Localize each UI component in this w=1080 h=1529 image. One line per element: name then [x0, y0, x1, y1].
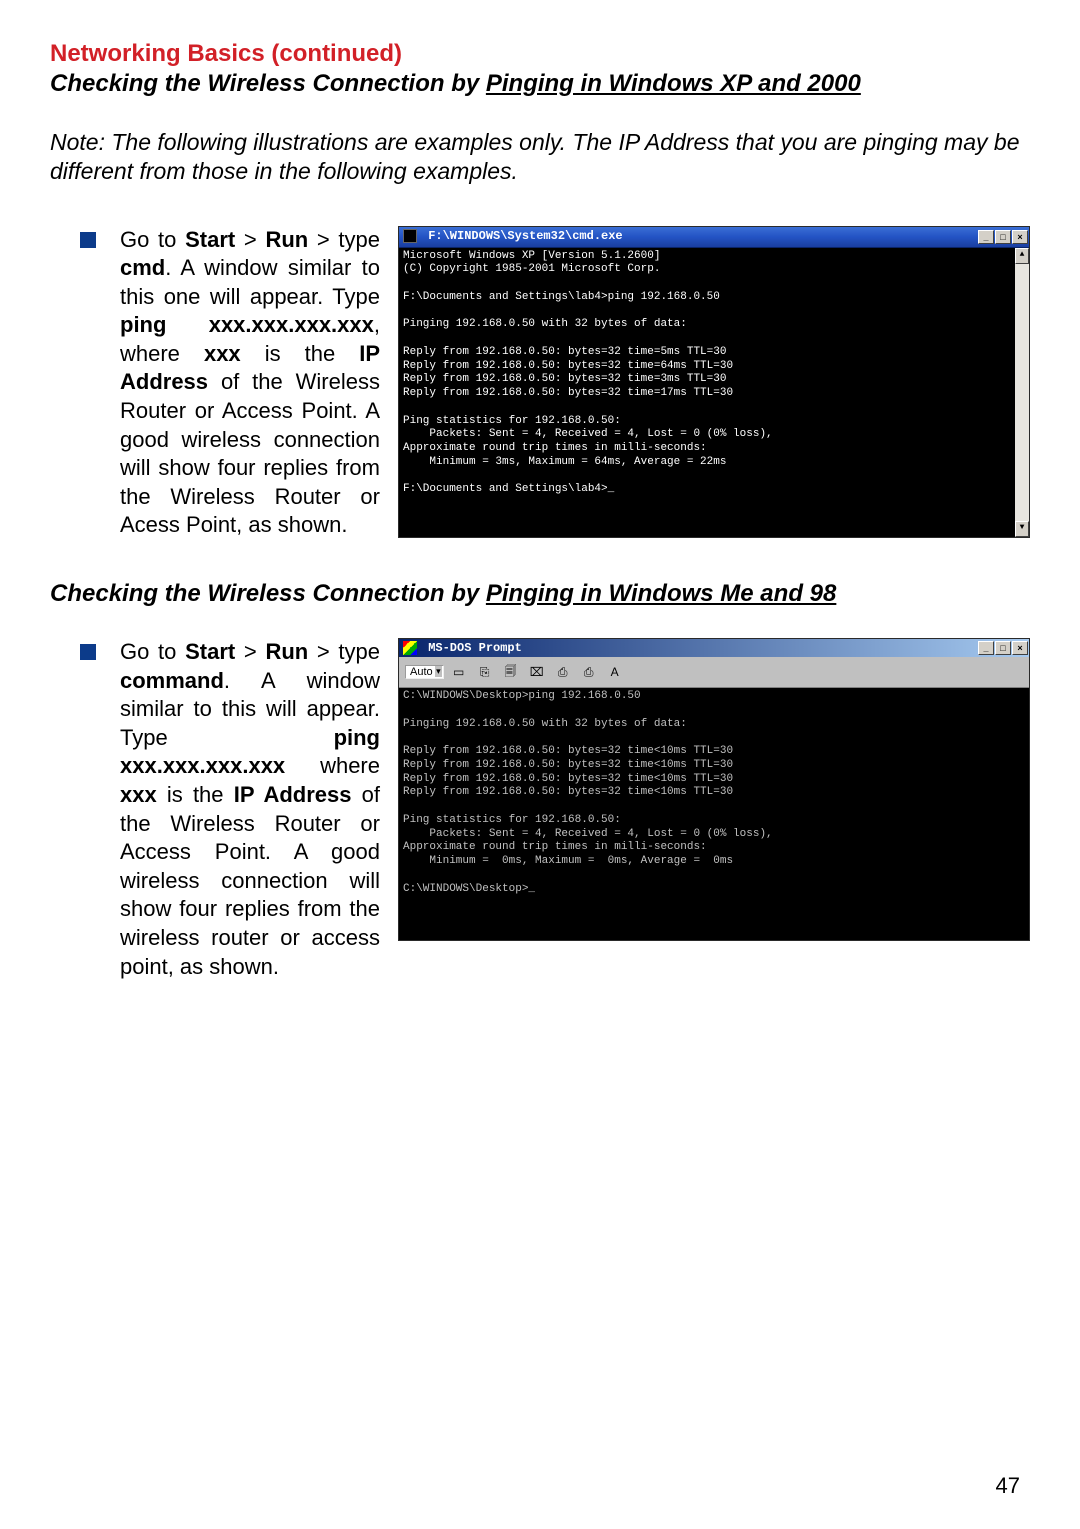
t: of the Wireless Router or Access Point. … [120, 369, 380, 537]
window-buttons: _ □ × [977, 640, 1029, 656]
cmd-window-xp: F:\WINDOWS\System32\cmd.exe _ □ × Micros… [398, 226, 1030, 539]
t: > [235, 639, 265, 664]
scroll-track[interactable] [1015, 264, 1029, 522]
msdos-icon [403, 641, 417, 655]
bullet-text-me: Go to Start > Run > type command. A wind… [120, 638, 380, 981]
font-size-dropdown[interactable]: Auto [405, 665, 444, 679]
titlebar-xp[interactable]: F:\WINDOWS\System32\cmd.exe _ □ × [399, 227, 1029, 248]
scroll-up-icon[interactable]: ▲ [1015, 248, 1029, 264]
t: xxx [120, 782, 157, 807]
t: Start [185, 639, 235, 664]
subsection-title-me: Checking the Wireless Connection by Ping… [50, 580, 1030, 608]
window-title-xp: F:\WINDOWS\System32\cmd.exe [403, 229, 623, 243]
terminal-output-me[interactable]: C:\WINDOWS\Desktop>ping 192.168.0.50 Pin… [399, 688, 1029, 940]
cmd-window-me: MS-DOS Prompt _ □ × Auto ▭ ⎘ 🗐 ⌧ ⎙ ⎙ [398, 638, 1030, 941]
t: > [235, 227, 265, 252]
window-buttons: _ □ × [977, 229, 1029, 245]
terminal-wrap: C:\WINDOWS\Desktop>ping 192.168.0.50 Pin… [399, 688, 1029, 940]
toolbar-icon[interactable]: ⎘ [474, 661, 496, 683]
minimize-button[interactable]: _ [978, 230, 994, 244]
t: ping xxx.xxx.xxx.xxx [120, 312, 374, 337]
page-number: 47 [996, 1473, 1020, 1499]
terminal-output-xp[interactable]: Microsoft Windows XP [Version 5.1.2600] … [399, 248, 1015, 538]
terminal-wrap: Microsoft Windows XP [Version 5.1.2600] … [399, 248, 1029, 538]
window-title-text: MS-DOS Prompt [428, 641, 522, 655]
bullet-text-xp: Go to Start > Run > type cmd. A window s… [120, 226, 380, 541]
toolbar-me: Auto ▭ ⎘ 🗐 ⌧ ⎙ ⎙ A [399, 657, 1029, 688]
screenshot-xp: F:\WINDOWS\System32\cmd.exe _ □ × Micros… [398, 226, 1030, 539]
close-button[interactable]: × [1012, 641, 1028, 655]
subsection-underlined: Pinging in Windows XP and 2000 [486, 70, 861, 97]
t: > type [308, 227, 380, 252]
toolbar-icon[interactable]: ⎙ [578, 661, 600, 683]
close-button[interactable]: × [1012, 230, 1028, 244]
t: is the [241, 341, 360, 366]
note-text: Note: The following illustrations are ex… [50, 128, 1030, 186]
titlebar-me[interactable]: MS-DOS Prompt _ □ × [399, 639, 1029, 657]
minimize-button[interactable]: _ [978, 641, 994, 655]
scrollbar[interactable]: ▲ ▼ [1015, 248, 1029, 538]
t: > type [308, 639, 380, 664]
screenshot-me: MS-DOS Prompt _ □ × Auto ▭ ⎘ 🗐 ⌧ ⎙ ⎙ [398, 638, 1030, 941]
t: where [285, 753, 380, 778]
toolbar-icon[interactable]: ⎙ [552, 661, 574, 683]
subsection-prefix: Checking the Wireless Connection by [50, 580, 486, 607]
t: of the Wireless Router or Access Point. … [120, 782, 380, 979]
t: cmd [120, 255, 165, 280]
window-title-me: MS-DOS Prompt [403, 641, 522, 655]
maximize-button[interactable]: □ [995, 230, 1011, 244]
t: xxx [204, 341, 241, 366]
t: command [120, 668, 224, 693]
bullet-me: Go to Start > Run > type command. A wind… [50, 638, 380, 981]
t: Go to [120, 227, 185, 252]
row-me: Go to Start > Run > type command. A wind… [50, 638, 1030, 981]
t: is the [157, 782, 234, 807]
document-page: Networking Basics (continued) Checking t… [0, 0, 1080, 1529]
toolbar-icon[interactable]: ⌧ [526, 661, 548, 683]
section-header: Networking Basics (continued) [50, 40, 1030, 68]
row-xp: Go to Start > Run > type cmd. A window s… [50, 226, 1030, 541]
t: IP Address [234, 782, 352, 807]
window-title-text: F:\WINDOWS\System32\cmd.exe [428, 230, 622, 244]
subsection-title-xp: Checking the Wireless Connection by Ping… [50, 70, 1030, 98]
scroll-down-icon[interactable]: ▼ [1015, 521, 1029, 537]
t: Start [185, 227, 235, 252]
toolbar-font-icon[interactable]: A [604, 661, 626, 683]
t: Run [265, 227, 308, 252]
toolbar-icon[interactable]: ▭ [448, 661, 470, 683]
t: Run [265, 639, 308, 664]
cmd-icon [403, 229, 417, 243]
t: Go to [120, 639, 185, 664]
maximize-button[interactable]: □ [995, 641, 1011, 655]
bullet-xp: Go to Start > Run > type cmd. A window s… [50, 226, 380, 541]
subsection-prefix: Checking the Wireless Connection by [50, 70, 486, 97]
toolbar-icon[interactable]: 🗐 [500, 661, 522, 683]
subsection-underlined: Pinging in Windows Me and 98 [486, 580, 836, 607]
